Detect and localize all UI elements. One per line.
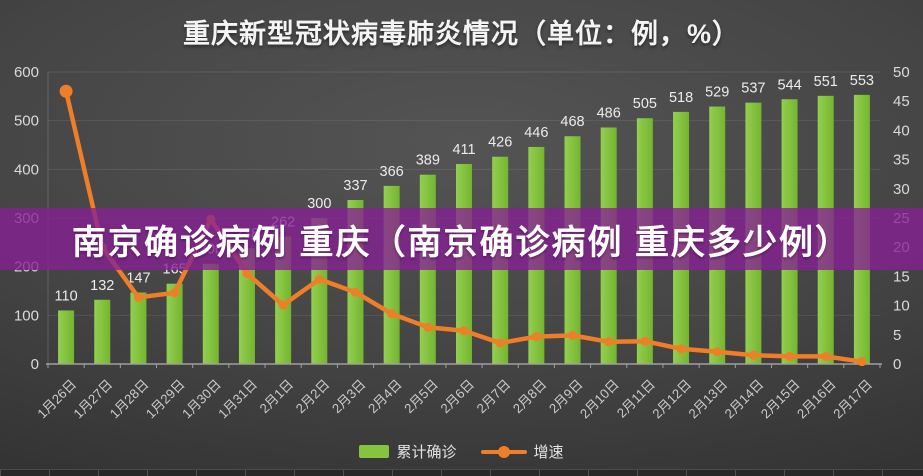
- x-axis-date-label: 2月5日: [401, 377, 441, 417]
- right-axis-tick-label: 40: [893, 122, 910, 139]
- line-marker: [568, 330, 578, 340]
- bar: [94, 299, 111, 364]
- line-marker: [459, 326, 469, 336]
- line-marker: [133, 292, 143, 302]
- line-marker: [170, 288, 180, 298]
- left-axis-tick-label: 0: [31, 356, 39, 373]
- x-axis-date-label: 2月14日: [722, 377, 767, 422]
- right-axis-tick-label: 45: [893, 93, 910, 110]
- left-axis-tick-label: 500: [14, 113, 39, 130]
- x-axis-date-label: 1月26日: [34, 377, 79, 422]
- bar-value-label: 411: [452, 142, 475, 158]
- page-title: 重庆新型冠状病毒肺炎情况（单位：例，%）: [182, 19, 740, 49]
- bar-value-label: 505: [633, 96, 657, 112]
- x-axis-date-label: 1月30日: [179, 377, 224, 422]
- x-axis-date-label: 2月17日: [830, 377, 875, 422]
- x-axis-date-label: 1月29日: [143, 377, 188, 422]
- line-marker: [314, 274, 324, 284]
- table-edge-strip: [0, 469, 923, 476]
- overlay-banner-text: 南京确诊病例 重庆（南京确诊病例 重庆多少例）: [72, 223, 851, 262]
- x-axis-date-label: 1月27日: [71, 377, 116, 422]
- right-axis-tick-label: 15: [893, 268, 910, 285]
- left-axis-tick-label: 600: [14, 64, 39, 81]
- x-axis-date-label: 2月1日: [257, 377, 297, 417]
- left-axis-tick-label: 400: [14, 161, 39, 178]
- bar-series-swatch: [359, 445, 390, 458]
- line-marker: [785, 351, 795, 361]
- legend-label: 增速: [533, 444, 564, 461]
- x-axis-date-label: 1月31日: [215, 377, 260, 422]
- line-marker: [604, 337, 614, 347]
- bar-value-label: 147: [126, 270, 150, 286]
- x-axis-date-label: 2月6日: [437, 377, 477, 417]
- line-marker: [387, 309, 397, 319]
- bar-value-label: 446: [524, 125, 548, 141]
- line-marker: [676, 344, 686, 354]
- line-marker: [531, 332, 541, 342]
- right-axis-tick-label: 50: [893, 64, 910, 81]
- bar-value-label: 551: [814, 74, 838, 90]
- bar-value-label: 468: [560, 114, 584, 130]
- line-marker: [350, 287, 360, 297]
- x-axis-date-label: 2月3日: [329, 377, 369, 417]
- line-marker: [640, 336, 650, 346]
- legend-label: 累计确诊: [396, 444, 457, 461]
- x-axis-date-label: 2月16日: [794, 377, 839, 422]
- right-axis-tick-label: 0: [893, 356, 901, 373]
- line-marker: [278, 300, 288, 310]
- bar-value-label: 426: [488, 135, 512, 151]
- x-axis-date-label: 2月8日: [510, 377, 550, 417]
- bar: [202, 263, 219, 364]
- bar-value-label: 529: [705, 85, 729, 101]
- x-axis-date-label: 1月28日: [107, 377, 152, 422]
- line-marker: [59, 84, 73, 98]
- bar-value-label: 337: [343, 178, 367, 194]
- bar-value-label: 132: [90, 278, 114, 294]
- bar-value-label: 553: [850, 73, 874, 89]
- right-axis-tick-label: 5: [893, 327, 901, 344]
- line-marker: [748, 350, 758, 360]
- overlay-banner: 南京确诊病例 重庆（南京确诊病例 重庆多少例）: [0, 208, 923, 270]
- line-marker: [495, 338, 505, 348]
- legend-item-growth-rate: 增速: [480, 441, 564, 462]
- x-axis-date-label: 2月13日: [686, 377, 731, 422]
- x-axis-date-label: 2月4日: [365, 377, 405, 417]
- line-marker: [712, 347, 722, 357]
- x-axis-date-label: 2月7日: [474, 377, 514, 417]
- x-axis-date-label: 2月10日: [577, 377, 622, 422]
- bar-value-label: 486: [597, 105, 621, 121]
- bar-value-label: 389: [416, 153, 440, 169]
- right-axis-tick-label: 30: [893, 181, 910, 198]
- bar: [130, 292, 147, 364]
- chart-legend: 累计确诊 增速: [0, 441, 923, 462]
- x-axis-date-label: 2月15日: [758, 377, 803, 422]
- legend-item-cumulative-confirmed: 累计确诊: [359, 441, 457, 462]
- line-marker: [857, 357, 867, 367]
- x-axis-date-label: 2月12日: [649, 377, 694, 422]
- bar: [58, 310, 75, 364]
- left-axis-tick-label: 100: [14, 307, 39, 324]
- line-marker: [242, 268, 252, 278]
- bar: [166, 283, 183, 364]
- x-axis-date-label: 2月2日: [293, 377, 333, 417]
- bar-value-label: 537: [741, 81, 765, 97]
- line-series-swatch: [480, 445, 527, 458]
- line-marker: [821, 351, 831, 361]
- bar-value-label: 366: [380, 164, 404, 180]
- bar-value-label: 544: [777, 77, 801, 93]
- line-marker: [423, 322, 433, 332]
- bar-value-label: 518: [669, 90, 693, 106]
- bar-value-label: 110: [55, 288, 78, 304]
- right-axis-tick-label: 35: [893, 152, 910, 169]
- right-axis-tick-label: 10: [893, 298, 910, 315]
